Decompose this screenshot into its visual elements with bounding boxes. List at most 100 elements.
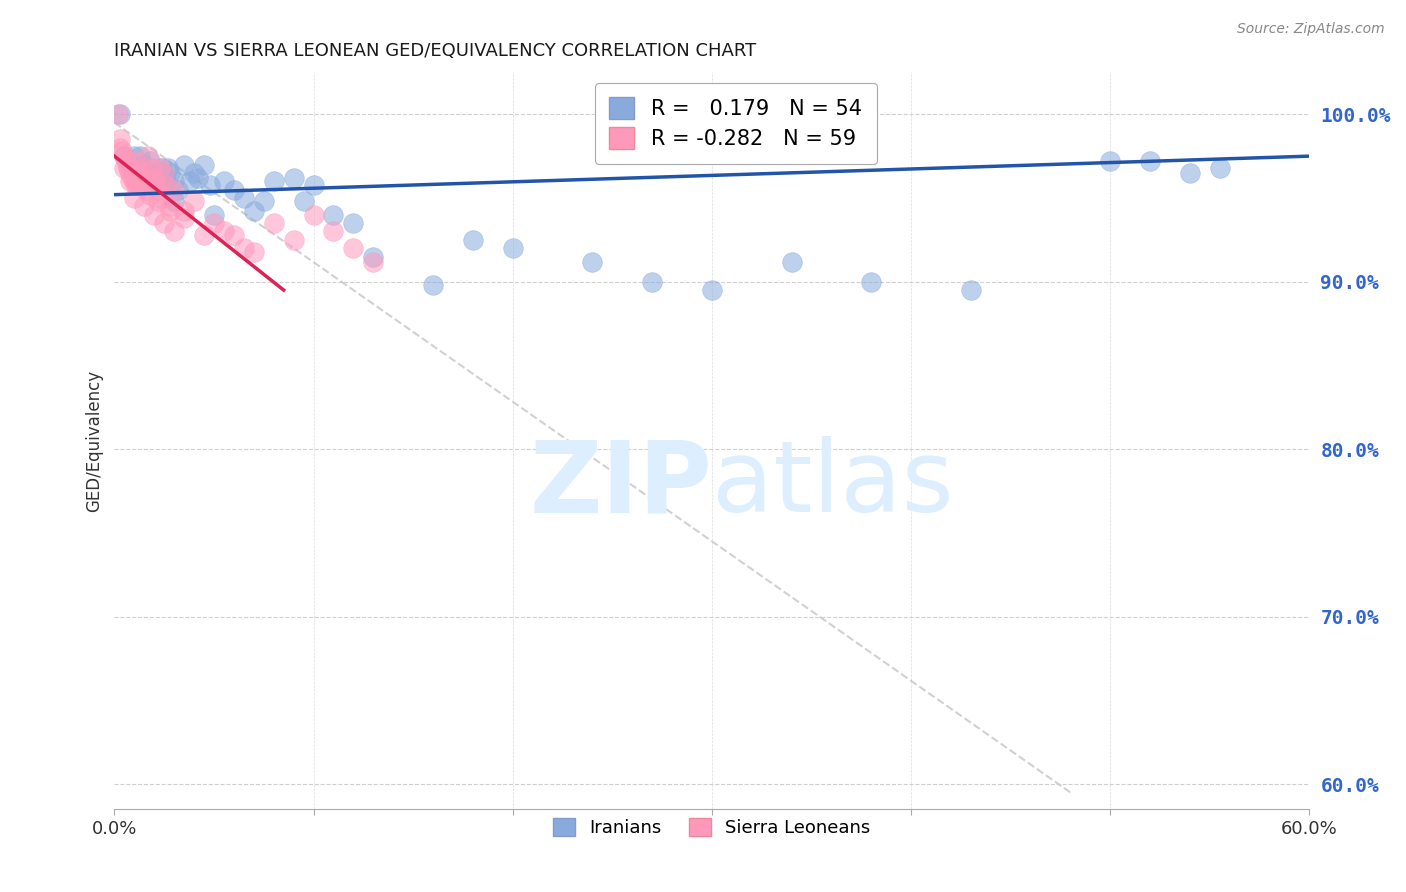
Point <box>363 250 385 264</box>
Point <box>112 149 135 163</box>
Point <box>135 170 157 185</box>
Point <box>222 227 245 242</box>
Point <box>263 174 285 188</box>
Point <box>173 204 195 219</box>
Point <box>342 216 364 230</box>
Point <box>159 199 181 213</box>
Point <box>117 157 139 171</box>
Text: atlas: atlas <box>711 436 953 533</box>
Point <box>1209 161 1232 175</box>
Point <box>163 194 186 209</box>
Point <box>124 191 146 205</box>
Point <box>120 166 142 180</box>
Point <box>129 149 152 163</box>
Point <box>136 170 159 185</box>
Point <box>700 283 723 297</box>
Point <box>143 170 166 185</box>
Point <box>136 149 159 163</box>
Point <box>141 174 163 188</box>
Point <box>363 254 385 268</box>
Point <box>135 166 157 180</box>
Point <box>121 161 143 175</box>
Point <box>183 194 205 209</box>
Point <box>110 107 132 121</box>
Point <box>253 194 276 209</box>
Point <box>110 141 132 155</box>
Point <box>139 178 162 192</box>
Point <box>159 204 181 219</box>
Point <box>127 161 149 175</box>
Point <box>202 208 225 222</box>
Point <box>150 191 173 205</box>
Point <box>157 161 180 175</box>
Point <box>243 244 266 259</box>
Point <box>112 161 135 175</box>
Point <box>155 178 177 192</box>
Point <box>187 170 209 185</box>
Point <box>120 157 142 171</box>
Point <box>129 170 152 185</box>
Point <box>1178 166 1201 180</box>
Point <box>232 241 254 255</box>
Point <box>202 216 225 230</box>
Point <box>159 166 181 180</box>
Point <box>111 144 134 158</box>
Point <box>198 178 221 192</box>
Point <box>243 204 266 219</box>
Point <box>283 170 305 185</box>
Point <box>581 254 603 268</box>
Point <box>148 178 170 192</box>
Point <box>232 191 254 205</box>
Point <box>1099 154 1122 169</box>
Point <box>860 275 883 289</box>
Point <box>127 161 149 175</box>
Point <box>135 183 157 197</box>
Point <box>193 227 215 242</box>
Point <box>1139 154 1161 169</box>
Point <box>112 149 135 163</box>
Point <box>124 149 146 163</box>
Point <box>121 170 143 185</box>
Text: Source: ZipAtlas.com: Source: ZipAtlas.com <box>1237 22 1385 37</box>
Point <box>302 208 325 222</box>
Point <box>283 233 305 247</box>
Point <box>502 241 524 255</box>
Point <box>183 166 205 180</box>
Y-axis label: GED/Equivalency: GED/Equivalency <box>86 369 103 512</box>
Point <box>134 166 156 180</box>
Point <box>461 233 484 247</box>
Point <box>163 174 186 188</box>
Point <box>179 174 201 188</box>
Point <box>263 216 285 230</box>
Point <box>115 154 138 169</box>
Point <box>641 275 664 289</box>
Point <box>163 225 186 239</box>
Legend: Iranians, Sierra Leoneans: Iranians, Sierra Leoneans <box>547 811 877 845</box>
Point <box>153 216 176 230</box>
Point <box>163 183 186 197</box>
Point <box>143 166 166 180</box>
Point <box>139 187 162 202</box>
Point <box>120 174 142 188</box>
Point <box>422 278 444 293</box>
Point <box>149 161 172 175</box>
Point <box>145 178 167 192</box>
Point <box>212 225 235 239</box>
Point <box>292 194 315 209</box>
Point <box>148 194 170 209</box>
Point <box>125 154 148 169</box>
Point <box>131 178 153 192</box>
Text: IRANIAN VS SIERRA LEONEAN GED/EQUIVALENCY CORRELATION CHART: IRANIAN VS SIERRA LEONEAN GED/EQUIVALENC… <box>114 42 756 60</box>
Point <box>173 211 195 226</box>
Point <box>124 174 146 188</box>
Point <box>139 154 162 169</box>
Point <box>302 178 325 192</box>
Point <box>134 157 156 171</box>
Point <box>167 183 190 197</box>
Point <box>173 157 195 171</box>
Point <box>212 174 235 188</box>
Point <box>322 208 344 222</box>
Point <box>780 254 803 268</box>
Point <box>148 183 170 197</box>
Point <box>342 241 364 255</box>
